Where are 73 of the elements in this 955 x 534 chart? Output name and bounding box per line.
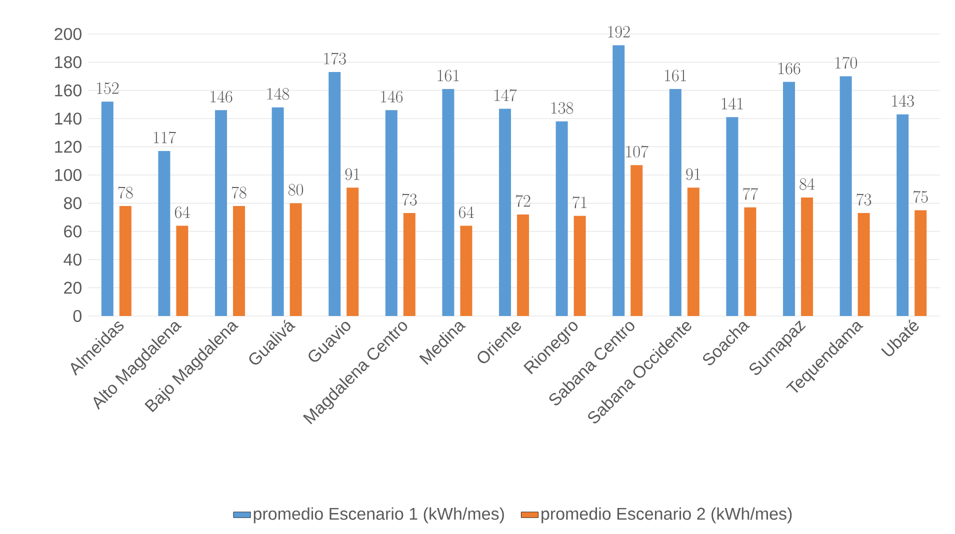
bar (914, 210, 927, 316)
bar (687, 188, 700, 316)
bar (158, 151, 170, 316)
data-label: 141 (722, 98, 743, 110)
data-label: 78 (118, 186, 133, 198)
bar (517, 214, 530, 316)
bar (119, 206, 132, 316)
data-label: 64 (458, 206, 474, 218)
data-label: 173 (324, 52, 346, 64)
bar (328, 72, 341, 316)
bar (499, 108, 512, 316)
bar (801, 198, 814, 316)
bar (460, 226, 472, 316)
y-tick-label: 60 (64, 225, 82, 238)
data-label: 152 (97, 82, 119, 94)
bar (669, 88, 682, 316)
bar (556, 121, 568, 316)
data-label: 91 (686, 168, 700, 180)
data-label: 161 (438, 70, 459, 82)
data-label: 138 (551, 102, 574, 114)
data-label: 107 (626, 146, 648, 158)
bar (896, 114, 909, 316)
data-label: 166 (778, 62, 800, 74)
bar (290, 203, 302, 316)
bar (630, 165, 643, 316)
data-label: 77 (743, 188, 758, 200)
data-label: 146 (381, 90, 403, 103)
bar (783, 82, 796, 316)
bar (346, 188, 359, 316)
bar (215, 110, 228, 316)
legend-label: promedio Escenario 2 (kWh/mes) (542, 507, 792, 524)
bar (233, 206, 246, 316)
y-tick-label: 0 (73, 310, 82, 322)
data-label: 192 (608, 26, 630, 38)
y-tick-label: 200 (54, 28, 82, 40)
bar (403, 213, 416, 316)
data-label: 148 (267, 88, 290, 100)
bar (574, 216, 586, 316)
data-label: 64 (174, 206, 190, 218)
data-label: 84 (800, 178, 815, 190)
data-label: 147 (494, 89, 517, 102)
y-tick-label: 20 (64, 282, 82, 294)
y-tick-label: 80 (64, 197, 82, 210)
data-label: 117 (154, 131, 176, 144)
bar (858, 213, 870, 316)
legend-label: promedio Escenario 1 (kWh/mes) (254, 507, 504, 524)
data-label: 73 (402, 193, 417, 206)
data-label: 75 (913, 190, 928, 203)
bar (726, 117, 738, 316)
data-label: 78 (232, 186, 246, 198)
y-tick-label: 120 (55, 140, 82, 153)
y-tick-label: 180 (55, 56, 82, 68)
bar (176, 226, 188, 316)
y-tick-label: 160 (55, 84, 82, 96)
bar (385, 110, 398, 316)
data-label: 161 (665, 70, 686, 82)
data-label: 146 (210, 90, 232, 103)
data-label: 71 (572, 196, 586, 208)
y-tick-label: 40 (64, 254, 82, 266)
bar (101, 102, 114, 316)
bar (442, 88, 454, 316)
data-label: 73 (856, 193, 872, 206)
data-label: 91 (345, 168, 360, 180)
bar (840, 76, 852, 316)
y-tick-label: 100 (55, 168, 82, 182)
data-label: 72 (516, 194, 530, 207)
bar (272, 107, 284, 316)
data-label: 80 (288, 184, 304, 196)
data-label: 143 (892, 94, 914, 107)
y-tick-label: 140 (55, 112, 82, 125)
bar (744, 207, 756, 316)
data-label: 170 (835, 56, 858, 69)
bar (612, 45, 625, 316)
